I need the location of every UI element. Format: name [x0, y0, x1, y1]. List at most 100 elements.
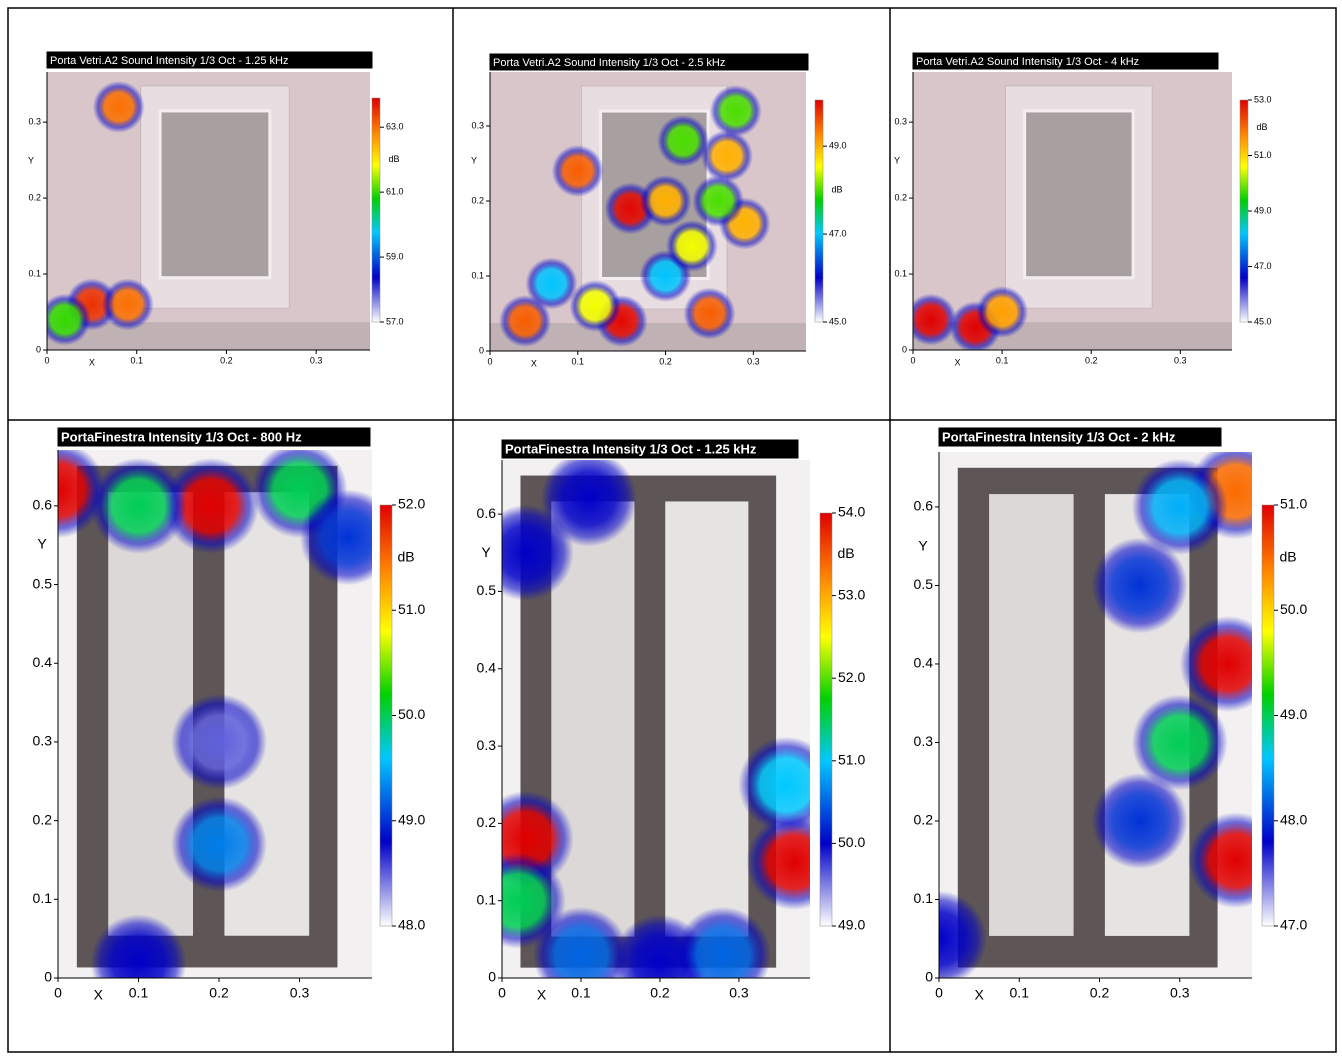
x-tick-label: 0.3: [290, 985, 310, 1001]
door-glass: [1023, 109, 1135, 280]
colorbar-tick-label: 51.0: [838, 752, 865, 768]
intensity-spot: [675, 906, 772, 978]
y-axis-label: Y: [918, 537, 928, 553]
intensity-spot: [171, 796, 268, 893]
x-tick-label: 0: [44, 355, 49, 365]
y-tick-label: 0.2: [477, 814, 497, 830]
intensity-spot: [692, 175, 745, 227]
y-tick-label: 0.1: [28, 268, 41, 278]
y-tick-label: 0.1: [477, 891, 497, 907]
colorbar-tick-label: 50.0: [398, 706, 425, 722]
colorbar-tick-label: 51.0: [1280, 496, 1307, 512]
chart-title: Porta Vetri.A2 Sound Intensity 1/3 Oct -…: [493, 57, 725, 69]
intensity-spot: [683, 287, 736, 340]
colorbar-tick-label: 45.0: [1254, 316, 1272, 326]
intensity-spot: [1091, 537, 1188, 634]
y-tick-label: 0: [488, 969, 496, 985]
colorbar-tick-label: 54.0: [838, 504, 865, 520]
chart-title: PortaFinestra Intensity 1/3 Oct - 800 Hz: [61, 429, 302, 444]
y-tick-label: 0: [36, 344, 41, 354]
y-tick-label: 0.2: [28, 192, 41, 202]
y-tick-label: 0.6: [914, 498, 934, 514]
colorbar-tick-label: 57.0: [386, 316, 404, 326]
x-tick-label: 0.1: [996, 355, 1009, 365]
intensity-spot: [709, 85, 762, 137]
intensity-spot: [976, 286, 1029, 339]
plot-area: [502, 460, 810, 978]
plot-area: [939, 452, 1252, 978]
y-tick-label: 0.2: [914, 812, 934, 828]
x-tick-label: 0.3: [1170, 985, 1190, 1001]
intensity-spot: [913, 293, 957, 346]
y-tick-label: 0.2: [471, 195, 484, 205]
y-axis-label: Y: [471, 156, 477, 166]
intensity-spot: [101, 278, 154, 331]
intensity-spot: [499, 295, 552, 347]
colorbar-label: dB: [1279, 548, 1296, 564]
title-box: [46, 51, 373, 69]
colorbar: [379, 504, 393, 927]
y-tick-label: 0.5: [33, 575, 53, 591]
y-tick-label: 0.6: [33, 497, 53, 513]
chart-title: PortaFinestra Intensity 1/3 Oct - 2 kHz: [942, 429, 1176, 444]
intensity-spot: [525, 257, 578, 310]
plot-area: [913, 72, 1232, 350]
colorbar-label: dB: [1256, 122, 1267, 132]
x-tick-label: 0.2: [220, 355, 233, 365]
colorbar-tick-label: 63.0: [386, 122, 404, 132]
x-tick-label: 0.3: [310, 355, 323, 365]
title-box: [489, 53, 809, 71]
y-tick-label: 0.2: [33, 811, 53, 827]
x-tick-label: 0.2: [1090, 985, 1110, 1001]
y-tick-label: 0.3: [471, 120, 484, 130]
intensity-spot: [701, 130, 753, 182]
chart-title: Porta Vetri.A2 Sound Intensity 1/3 Oct -…: [916, 56, 1139, 68]
intensity-spot: [738, 736, 810, 833]
colorbar-label: dB: [397, 548, 414, 564]
title-box: [57, 427, 371, 447]
x-axis-label: X: [94, 987, 104, 1003]
colorbar-tick-label: 47.0: [829, 228, 847, 238]
intensity-spot: [939, 890, 987, 978]
x-tick-label: 0.3: [729, 985, 749, 1001]
x-tick-label: 0.2: [659, 356, 672, 366]
colorbar-tick-label: 50.0: [838, 834, 865, 850]
colorbar-label: dB: [837, 545, 854, 561]
y-tick-label: 0.1: [914, 890, 934, 906]
colorbar-tick-label: 47.0: [1280, 917, 1307, 933]
y-tick-label: 0: [479, 345, 484, 355]
colorbar-tick-label: 52.0: [838, 669, 865, 685]
y-tick-label: 0.4: [477, 659, 497, 675]
colorbar-tick-label: 45.0: [829, 316, 847, 326]
plot-area: [58, 450, 372, 978]
intensity-spot: [92, 80, 145, 133]
intensity-spot: [639, 175, 692, 227]
y-tick-label: 0.3: [28, 117, 41, 127]
colorbar-tick-label: 49.0: [838, 917, 865, 933]
y-tick-label: 0.1: [33, 890, 53, 906]
x-axis-label: X: [974, 987, 984, 1003]
y-tick-label: 0.5: [477, 582, 497, 598]
colorbar-tick-label: 49.0: [829, 141, 847, 151]
intensity-spot: [569, 280, 622, 332]
x-tick-label: 0.1: [130, 355, 143, 365]
colorbar-label: dB: [388, 154, 399, 164]
intensity-spot: [1179, 615, 1252, 712]
colorbar-label: dB: [831, 184, 842, 194]
y-tick-label: 0: [902, 344, 907, 354]
colorbar-tick-label: 59.0: [386, 251, 404, 261]
y-axis-label: Y: [37, 536, 47, 552]
y-tick-label: 0: [925, 969, 933, 985]
intensity-spot: [171, 693, 268, 790]
y-tick-label: 0.2: [894, 192, 907, 202]
x-tick-label: 0: [935, 985, 943, 1001]
y-tick-label: 0.3: [894, 117, 907, 127]
colorbar-tick-label: 61.0: [386, 187, 404, 197]
colorbar: [371, 97, 381, 323]
intensity-spot: [162, 457, 259, 554]
y-tick-label: 0.4: [33, 654, 53, 670]
y-axis-label: Y: [894, 155, 900, 165]
chart-title: PortaFinestra Intensity 1/3 Oct - 1.25 k…: [505, 441, 757, 456]
x-tick-label: 0.2: [209, 985, 229, 1001]
